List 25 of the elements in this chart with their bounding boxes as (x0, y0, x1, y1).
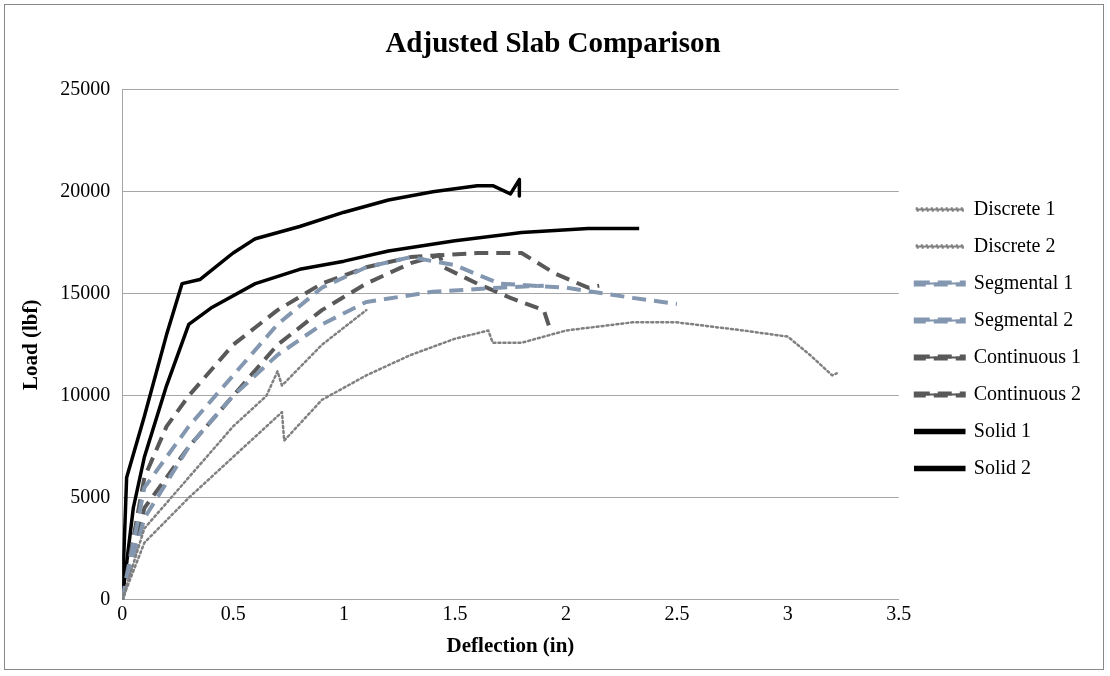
y-tick-label: 15000 (60, 281, 111, 304)
y-axis-title: Load (lbf) (18, 299, 43, 391)
x-tick-label: 1 (339, 602, 350, 625)
legend-label: Solid 1 (973, 418, 1032, 441)
x-tick-label: 1.5 (442, 602, 468, 625)
y-tick-label: 0 (100, 587, 111, 610)
y-tick-label: 10000 (60, 383, 111, 406)
x-tick-label: 0 (117, 602, 128, 625)
y-tick-label: 25000 (60, 77, 111, 100)
legend-label: Segmental 1 (973, 270, 1074, 294)
legend-label: Continuous 1 (973, 344, 1082, 367)
y-tick-label: 20000 (60, 179, 111, 202)
legend-label: Segmental 2 (973, 307, 1074, 331)
legend-label: Continuous 2 (973, 381, 1082, 404)
legend-label: Discrete 2 (973, 233, 1056, 256)
legend-label: Discrete 1 (973, 196, 1056, 219)
chart-title: Adjusted Slab Comparison (385, 25, 721, 58)
y-tick-label: 5000 (70, 485, 111, 508)
x-tick-label: 3 (782, 602, 793, 625)
x-axis-title: Deflection (in) (446, 632, 575, 657)
x-tick-label: 2.5 (664, 602, 690, 625)
legend-label: Solid 2 (973, 455, 1032, 478)
x-tick-label: 0.5 (220, 602, 246, 625)
x-tick-label: 2 (560, 602, 571, 625)
x-tick-label: 3.5 (886, 602, 912, 625)
